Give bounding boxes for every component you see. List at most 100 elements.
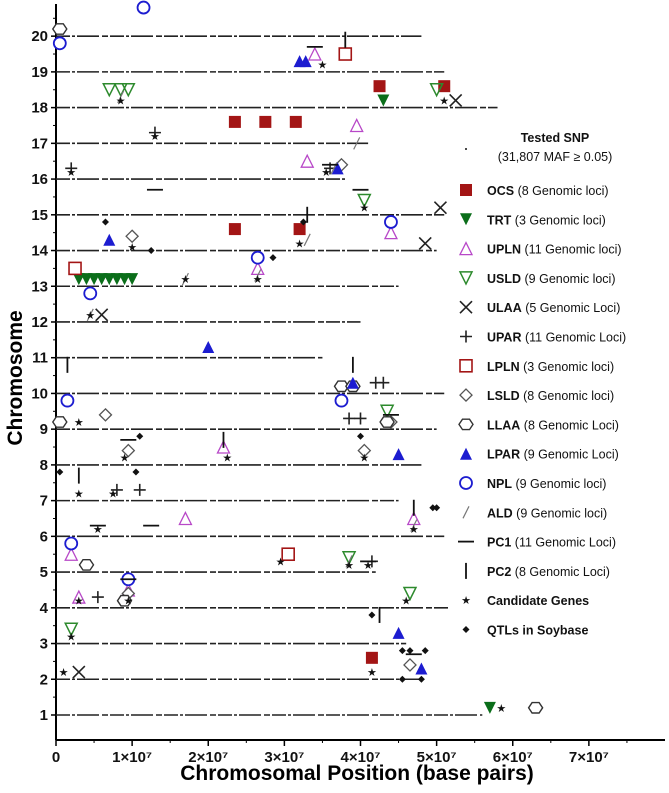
upln-point	[178, 511, 193, 526]
qtl-point	[421, 647, 429, 655]
ald-point	[303, 233, 311, 247]
y-tick-label: 9	[40, 421, 48, 438]
cg-point: ★	[496, 702, 506, 715]
legend-lpar-label: LPAR (9 Genomic Loci)	[487, 448, 619, 462]
upln-point	[383, 225, 399, 240]
npl-point	[334, 393, 349, 408]
lpln-point	[68, 261, 82, 276]
x-tick-label: 7×10⁷	[569, 749, 609, 766]
cg-point: ★	[409, 523, 419, 536]
cg-point: ★	[321, 166, 331, 179]
legend-upln-marker	[458, 241, 474, 256]
ulaa-point	[72, 665, 86, 679]
upln-point	[300, 153, 315, 168]
x-tick-label: 0	[52, 749, 60, 766]
trt-point	[95, 273, 108, 286]
legend-ald-label: ALD (9 Genomic loci)	[487, 506, 607, 520]
y-tick-label: 14	[31, 243, 48, 260]
legend-ulaa-label: ULAA (5 Genomic Loci)	[487, 301, 620, 315]
y-tick-label: 7	[40, 493, 48, 510]
lsld-point	[403, 658, 417, 672]
qtl-point	[429, 504, 437, 512]
legend-lsld-label: LSLD (8 Genomic loci)	[487, 389, 614, 403]
upar-point	[91, 591, 104, 604]
llaa-point	[333, 380, 350, 393]
cg-point: ★	[59, 666, 69, 679]
legend-lpln-marker	[459, 358, 473, 373]
cg-point: ★	[359, 452, 369, 465]
legend-llaa-marker	[458, 418, 474, 431]
upln-point	[216, 439, 231, 454]
y-tick-label: 2	[40, 671, 48, 688]
y-tick-label: 1	[40, 707, 48, 724]
legend-cg-label: Candidate Genes	[487, 594, 589, 608]
upln-point	[64, 546, 79, 561]
npl-point	[83, 286, 98, 301]
usld-point	[379, 404, 395, 419]
y-tick-label: 8	[40, 457, 48, 474]
qtl-point	[299, 218, 307, 226]
y-tick-label: 4	[40, 600, 49, 617]
y-tick-label: 3	[40, 636, 48, 653]
ocs-point	[259, 115, 272, 128]
y-tick-label: 11	[32, 350, 48, 367]
ulaa-point	[433, 201, 447, 215]
upar-point	[148, 126, 161, 139]
cg-point: ★	[276, 555, 286, 568]
legend-npl-marker	[459, 476, 473, 490]
legend-lpln-label: LPLN (3 Genomic loci)	[487, 360, 614, 374]
npl-point	[60, 393, 75, 408]
ocs-point	[228, 223, 241, 236]
lpar-point	[392, 626, 405, 639]
upar-point	[133, 483, 146, 496]
legend-cg-marker: ★	[461, 594, 471, 607]
trt-point	[72, 273, 85, 286]
ocs-point	[373, 80, 386, 93]
legend-background	[448, 118, 658, 662]
upar-point	[110, 483, 123, 496]
qtl-point	[132, 468, 140, 476]
npl-point	[384, 215, 398, 229]
upar-point	[343, 412, 356, 425]
ocs-point	[365, 651, 378, 664]
legend-qtl-marker	[462, 626, 470, 633]
legend-pc1-label: PC1 (11 Genomic Loci)	[487, 536, 616, 550]
cg-point: ★	[363, 559, 373, 572]
lpln-point	[338, 47, 353, 61]
y-tick-label: 18	[31, 100, 48, 117]
qtl-point	[269, 254, 277, 262]
cg-point: ★	[108, 487, 118, 500]
qtl-point	[368, 611, 376, 619]
qtl-point	[417, 675, 425, 683]
cg-point: ★	[180, 273, 190, 286]
legend-ocs-label: OCS (8 Genomic loci)	[487, 184, 609, 198]
ald-point	[254, 269, 262, 282]
cg-point: ★	[127, 241, 137, 254]
y-axis-label: Chromosome	[4, 310, 27, 445]
legend-llaa-label: LLAA (8 Genomic Loci)	[487, 418, 619, 432]
usld-point	[121, 82, 136, 98]
qtl-point	[101, 218, 109, 226]
legend-pc2-label: PC2 (8 Genomic Loci)	[487, 565, 610, 579]
cg-point: ★	[439, 94, 449, 107]
upar-point	[65, 162, 78, 175]
qtl-point	[406, 647, 414, 655]
cg-point: ★	[318, 59, 328, 72]
lsld-point	[357, 443, 372, 458]
legend-snp-dot	[465, 148, 467, 150]
upln-point	[71, 589, 86, 604]
cg-point: ★	[74, 416, 84, 429]
x-tick-label: 2×10⁷	[188, 749, 228, 766]
usld-point	[64, 622, 79, 637]
llaa-point	[51, 416, 68, 428]
usld-point	[341, 551, 357, 566]
trt-point	[483, 701, 496, 714]
legend-trt-marker	[460, 213, 472, 226]
ocs-point	[289, 115, 302, 128]
x-tick-label: 4×10⁷	[341, 749, 381, 766]
lsld-point	[98, 407, 113, 422]
legend-usld-label: USLD (9 Genomic loci)	[487, 272, 616, 286]
legend-usld-marker	[458, 271, 474, 286]
cg-point: ★	[66, 166, 76, 179]
cg-point: ★	[367, 666, 377, 679]
